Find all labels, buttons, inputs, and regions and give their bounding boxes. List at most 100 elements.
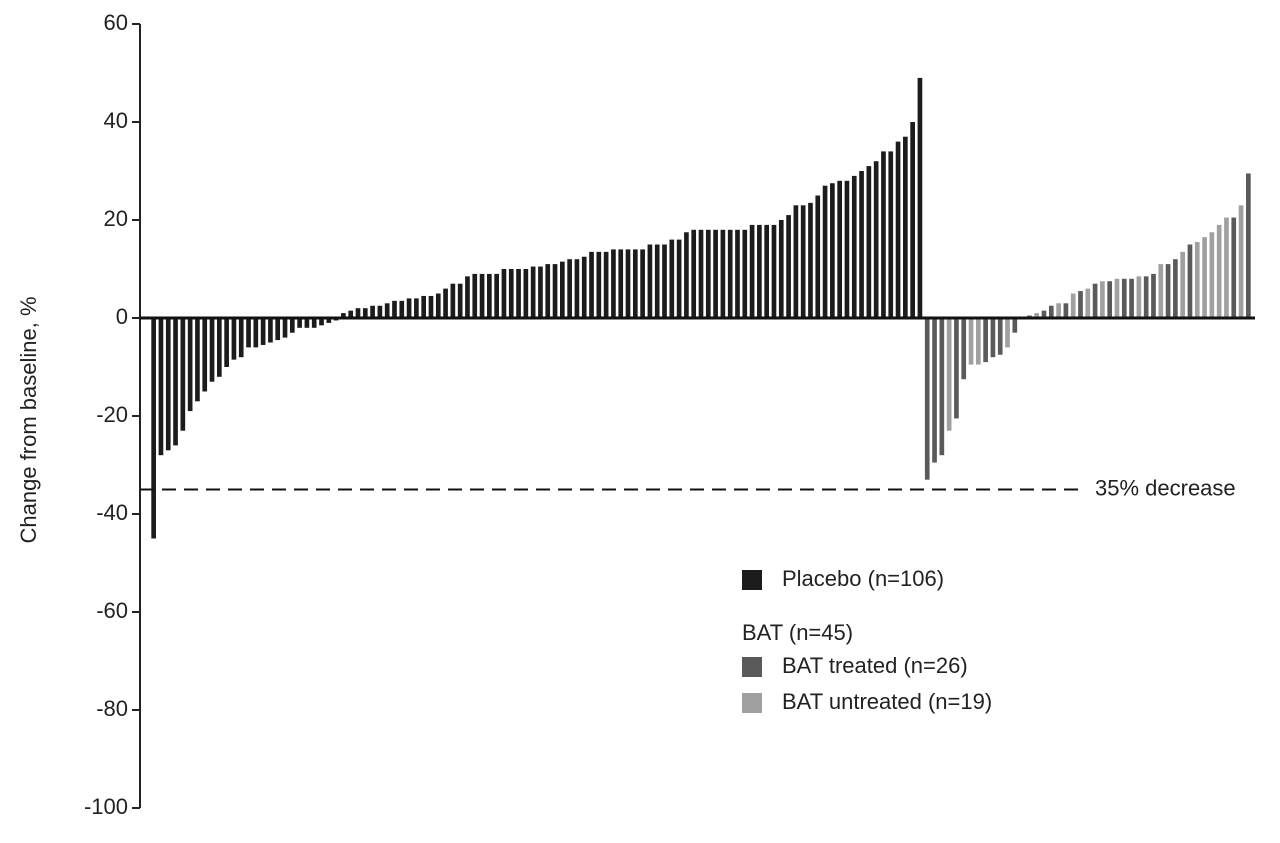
bar: [662, 244, 667, 318]
bar: [530, 266, 536, 318]
bar: [399, 300, 405, 318]
bar: [691, 229, 697, 318]
bar: [990, 318, 996, 358]
bar: [238, 318, 244, 358]
bar: [1180, 251, 1186, 318]
bar: [1034, 313, 1040, 318]
bar: [888, 151, 894, 318]
y-tick-label: -40: [96, 500, 128, 525]
bar: [282, 318, 288, 338]
legend-group-title: BAT (n=45): [742, 620, 853, 645]
bar: [202, 318, 208, 392]
bar: [903, 136, 908, 318]
bar: [1114, 278, 1120, 318]
bar: [1187, 244, 1193, 318]
bar: [435, 293, 441, 318]
bar: [501, 269, 507, 318]
bar: [1202, 237, 1207, 318]
bar: [392, 300, 397, 318]
bar: [793, 205, 799, 318]
bar: [1063, 303, 1069, 318]
bar: [618, 249, 624, 318]
bar: [895, 141, 901, 318]
bar: [246, 318, 251, 348]
bar: [749, 224, 755, 318]
bar: [757, 224, 762, 318]
bar: [1078, 291, 1083, 318]
y-tick-label: 20: [104, 206, 128, 231]
bar: [443, 288, 448, 318]
bar: [406, 298, 412, 318]
bar: [151, 318, 156, 539]
bar: [1158, 264, 1164, 318]
y-tick-label: 0: [116, 304, 128, 329]
bar: [370, 305, 375, 318]
bar: [1005, 318, 1010, 348]
bar: [946, 318, 952, 431]
bar: [494, 273, 499, 318]
y-tick-label: -60: [96, 598, 128, 623]
y-tick-label: -80: [96, 696, 128, 721]
bar: [538, 266, 543, 318]
bar: [180, 318, 186, 431]
legend-swatch: [742, 570, 762, 590]
bar: [355, 308, 361, 318]
bar: [545, 264, 551, 318]
bar: [173, 318, 178, 446]
bar: [961, 318, 967, 380]
legend-label: BAT untreated (n=19): [782, 689, 992, 714]
bar: [253, 318, 259, 348]
bar: [1012, 318, 1018, 333]
bar: [983, 318, 988, 363]
bar: [954, 318, 959, 419]
bar: [574, 259, 580, 318]
bar: [684, 232, 689, 318]
legend-swatch: [742, 693, 762, 713]
legend-swatch: [742, 657, 762, 677]
bar: [654, 244, 660, 318]
bar: [975, 318, 981, 365]
bar: [713, 229, 718, 318]
bar: [939, 318, 945, 456]
bar: [771, 224, 777, 318]
bar: [1121, 278, 1127, 318]
bar: [304, 318, 310, 328]
bar: [910, 122, 915, 318]
bar: [187, 318, 193, 412]
bar: [720, 229, 726, 318]
bar: [778, 220, 784, 318]
bar: [209, 318, 215, 382]
bar: [1048, 305, 1054, 318]
bar: [742, 229, 748, 318]
bar: [873, 161, 879, 318]
bar: [450, 283, 456, 318]
threshold-label: 35% decrease: [1095, 475, 1236, 500]
bar: [1231, 217, 1237, 318]
bar: [216, 318, 222, 377]
bar: [1143, 276, 1149, 318]
bar: [1165, 264, 1171, 318]
y-tick-label: 60: [104, 10, 128, 35]
bar: [786, 215, 791, 318]
bar: [1238, 205, 1244, 318]
bar: [589, 251, 594, 318]
bar: [1056, 303, 1061, 318]
bar: [560, 261, 565, 318]
bar: [479, 273, 485, 318]
bar: [289, 318, 295, 333]
bar: [421, 295, 427, 318]
bar: [260, 318, 266, 345]
bar: [997, 318, 1003, 355]
bar: [268, 318, 273, 343]
bar: [465, 276, 470, 318]
bar: [917, 77, 923, 319]
bar: [603, 251, 609, 318]
bar: [414, 298, 419, 318]
y-axis-label: Change from baseline, %: [16, 296, 41, 543]
bar: [297, 318, 302, 328]
bar: [844, 180, 850, 318]
legend-label: Placebo (n=106): [782, 566, 944, 591]
bar: [275, 318, 281, 341]
bar: [1129, 278, 1134, 318]
